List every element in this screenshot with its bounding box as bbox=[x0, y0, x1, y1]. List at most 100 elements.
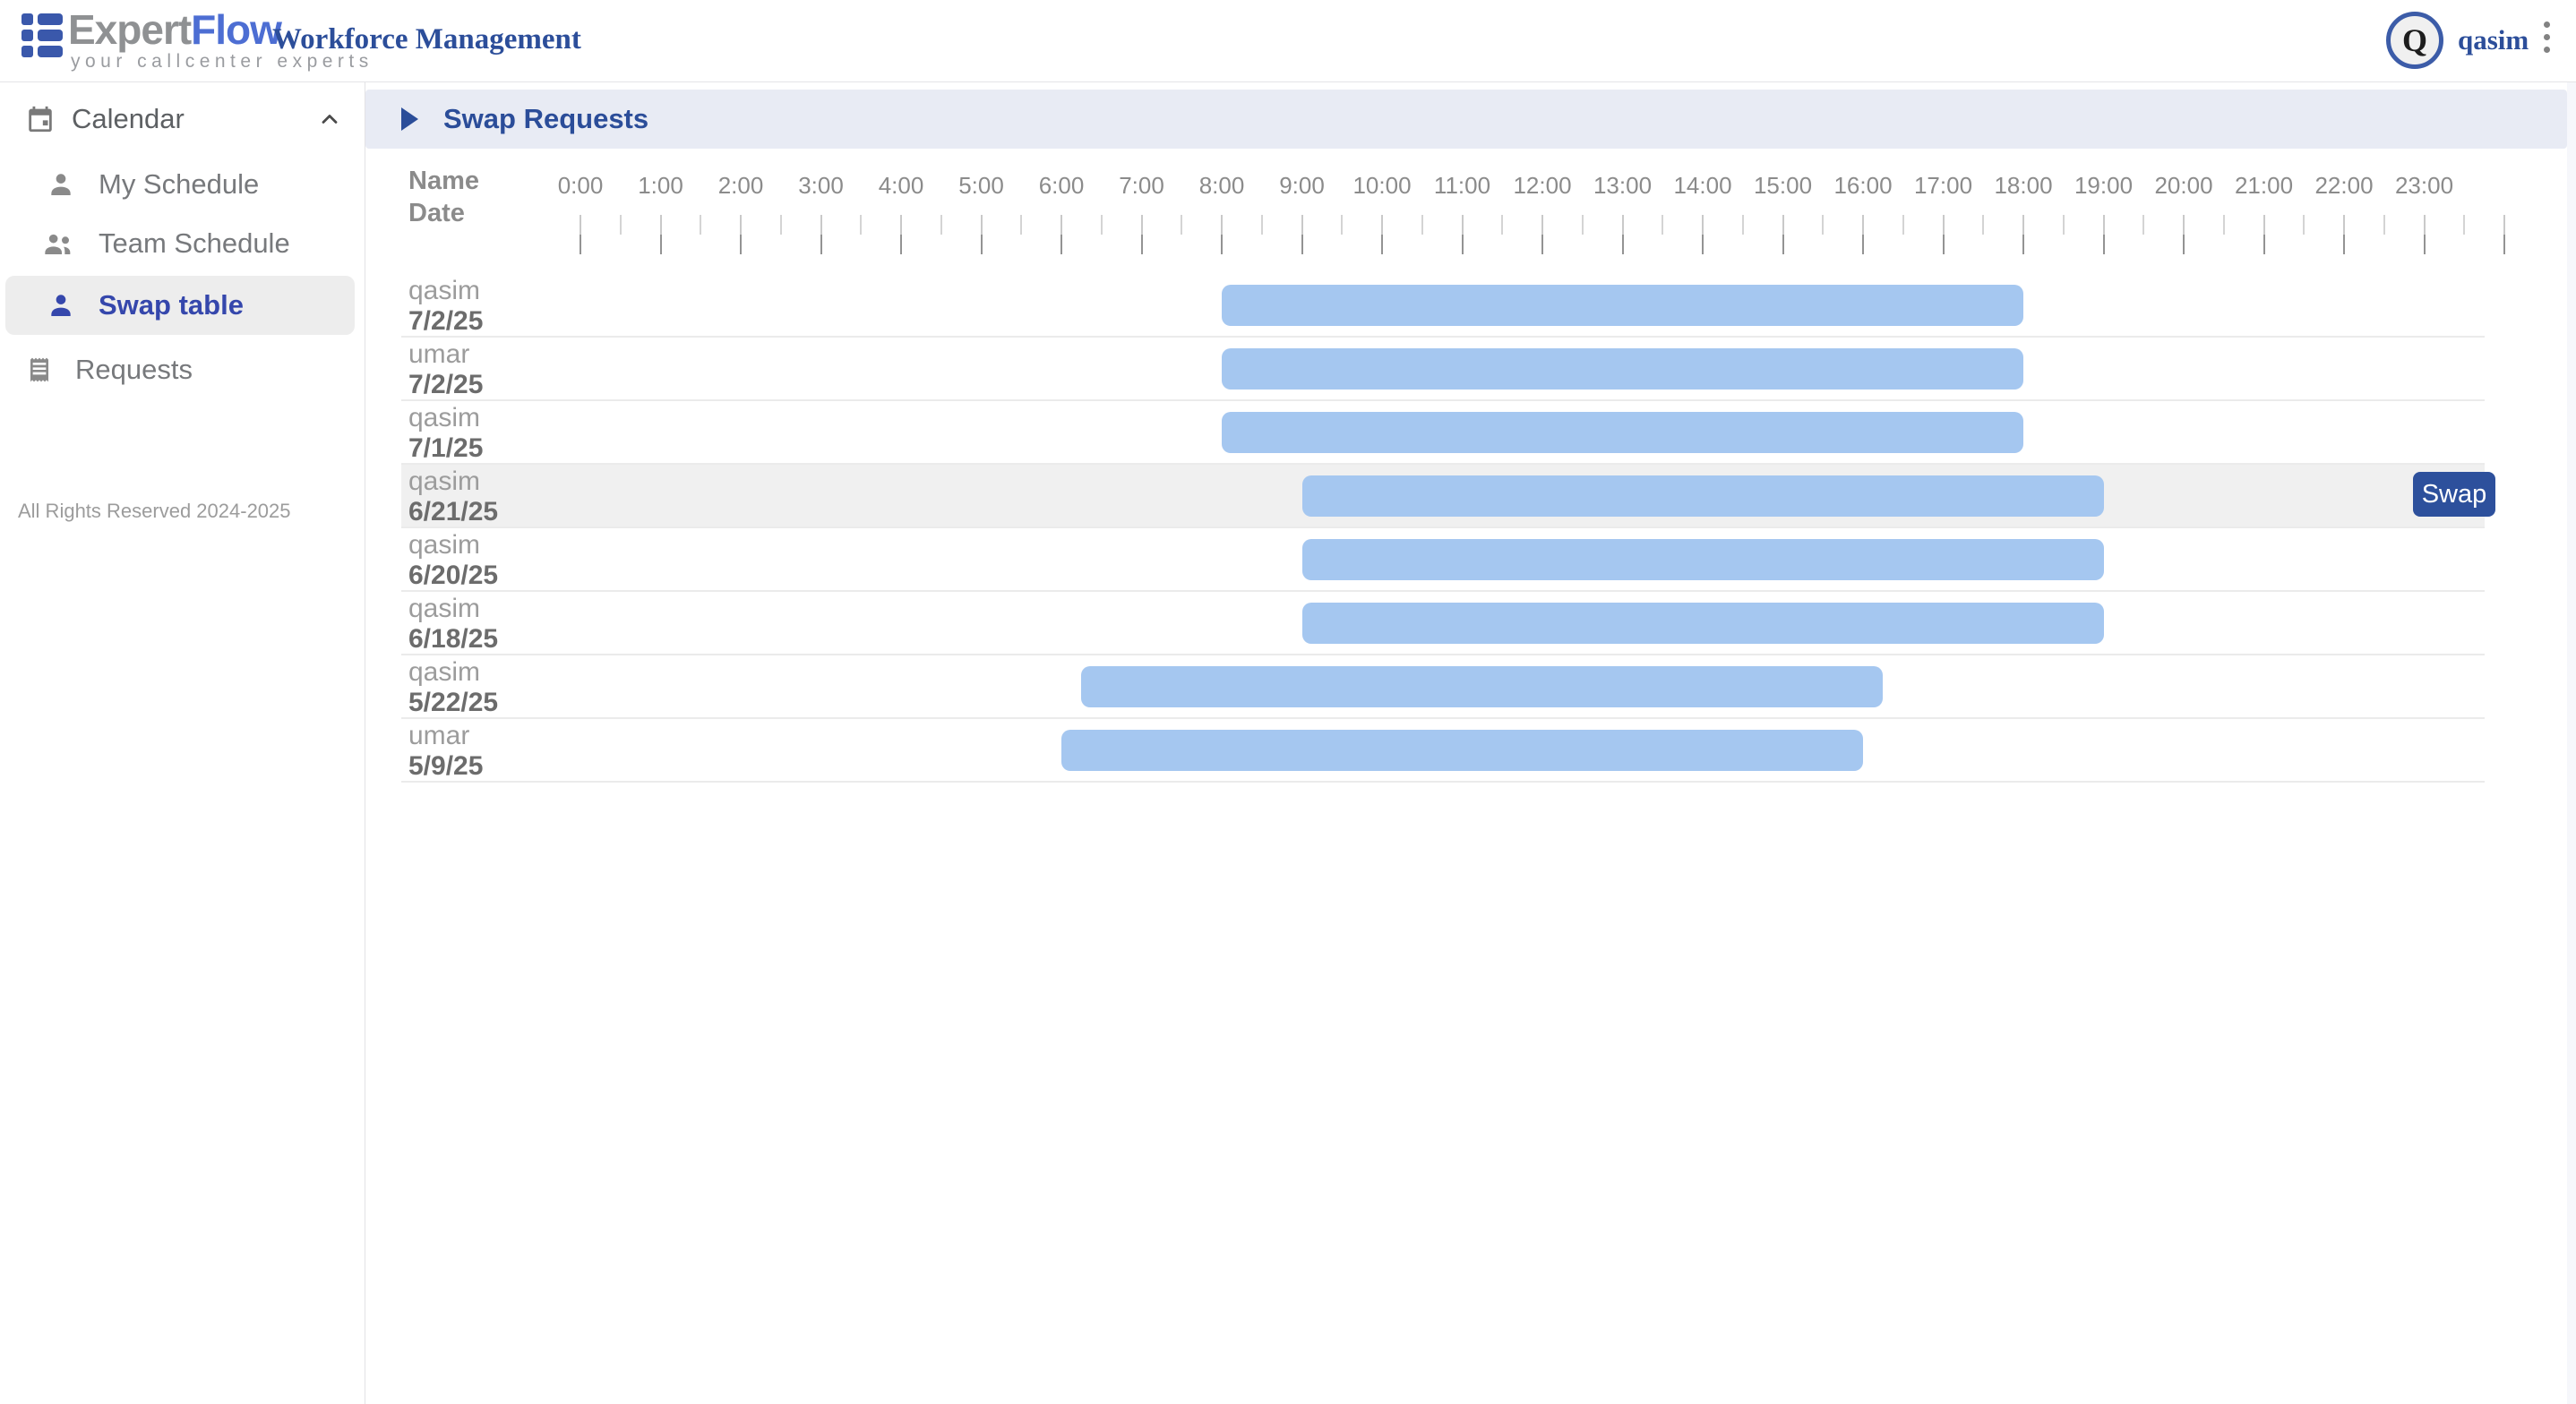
sidebar-item-requests[interactable]: Requests bbox=[0, 344, 365, 396]
time-label: 7:00 bbox=[1119, 172, 1164, 199]
time-label: 11:00 bbox=[1433, 172, 1491, 199]
time-label: 20:00 bbox=[2154, 172, 2213, 199]
half-hour-tick bbox=[1421, 215, 1423, 235]
row-name: qasim bbox=[408, 276, 481, 305]
hour-tick bbox=[820, 215, 822, 254]
time-label: 8:00 bbox=[1198, 172, 1245, 199]
name-header: Name bbox=[408, 167, 479, 195]
avatar-initial: Q bbox=[2401, 22, 2427, 58]
half-hour-tick bbox=[779, 215, 782, 235]
time-label: 13:00 bbox=[1593, 172, 1653, 199]
row-name: umar bbox=[408, 721, 470, 750]
shift-bar bbox=[1061, 730, 1863, 771]
time-label: 3:00 bbox=[798, 172, 844, 199]
table-row[interactable]: umar 7/2/25 bbox=[401, 338, 2485, 401]
row-date: 6/21/25 bbox=[408, 497, 499, 526]
hour-tick bbox=[1140, 215, 1143, 254]
time-axis: 0:00 1:00 2:00 3:00 4:00 5:00 6:00 7:00 8:00 9:00… bbox=[365, 172, 2567, 201]
time-label: 21:00 bbox=[2234, 172, 2294, 199]
table-row[interactable]: qasim 7/2/25 bbox=[401, 274, 2485, 338]
row-name: qasim bbox=[408, 403, 481, 432]
shift-bar bbox=[1222, 285, 2023, 326]
table-row[interactable]: qasim 6/21/25 Swap bbox=[401, 465, 2495, 528]
sidebar-item-swap-table[interactable]: Swap table bbox=[0, 276, 365, 335]
sidebar-item-my-schedule[interactable]: My Schedule bbox=[0, 158, 365, 211]
swap-requests-panel: Swap Requests Name Date 0:00 1:00 2:00 3:00… bbox=[365, 82, 2567, 1404]
chevron-up-icon[interactable] bbox=[317, 107, 342, 132]
half-hour-tick bbox=[700, 215, 702, 235]
content-area: Swap Requests Name Date 0:00 1:00 2:00 3:00… bbox=[365, 82, 2576, 1404]
row-date: 7/2/25 bbox=[408, 306, 484, 336]
swap-button[interactable]: Swap bbox=[2413, 472, 2495, 517]
row-name: qasim bbox=[408, 530, 481, 560]
half-hour-tick bbox=[1341, 215, 1344, 235]
time-label: 15:00 bbox=[1753, 172, 1813, 199]
copyright-text: All Rights Reserved 2024-2025 bbox=[18, 500, 291, 522]
half-hour-tick bbox=[1741, 215, 1744, 235]
hour-tick bbox=[2343, 215, 2345, 254]
person-icon bbox=[51, 295, 71, 316]
time-label: 4:00 bbox=[878, 172, 924, 199]
half-hour-tick bbox=[1822, 215, 1825, 235]
half-hour-tick bbox=[1100, 215, 1103, 235]
swap-table: Name Date 0:00 1:00 2:00 3:00 4:00 5:00 6:00 7:… bbox=[365, 149, 2567, 1404]
hour-tick bbox=[1782, 215, 1784, 254]
half-hour-tick bbox=[2062, 215, 2065, 235]
row-date: 7/1/25 bbox=[408, 433, 484, 463]
shift-bar bbox=[1222, 348, 2023, 390]
logo-tagline: your callcenter experts bbox=[71, 51, 374, 72]
table-row[interactable]: qasim 6/20/25 bbox=[401, 528, 2485, 592]
time-label: 17:00 bbox=[1913, 172, 1973, 199]
half-hour-tick bbox=[1662, 215, 1664, 235]
table-row[interactable]: qasim 5/22/25 bbox=[401, 655, 2485, 719]
swap-requests-header[interactable]: Swap Requests bbox=[365, 90, 2567, 149]
row-date: 7/2/25 bbox=[408, 370, 484, 399]
half-hour-tick bbox=[2303, 215, 2306, 235]
sidebar-section-calendar[interactable]: Calendar bbox=[0, 93, 365, 145]
time-label: 5:00 bbox=[958, 172, 1004, 199]
receipt-icon bbox=[30, 357, 48, 382]
time-label: 10:00 bbox=[1352, 172, 1412, 199]
hour-tick bbox=[659, 215, 662, 254]
hour-tick bbox=[1702, 215, 1704, 254]
row-date: 5/9/25 bbox=[408, 751, 484, 781]
hour-tick bbox=[2183, 215, 2185, 254]
shift-bar bbox=[1301, 539, 2104, 580]
user-avatar[interactable]: Q bbox=[2386, 12, 2443, 69]
row-date: 6/20/25 bbox=[408, 561, 499, 590]
half-hour-tick bbox=[1181, 215, 1183, 235]
hour-tick bbox=[580, 215, 581, 254]
people-icon bbox=[45, 234, 71, 254]
app-header: ExpertFlow your callcenter experts Workf… bbox=[0, 0, 2576, 82]
half-hour-tick bbox=[1581, 215, 1584, 235]
hour-tick bbox=[2022, 215, 2024, 254]
row-name: umar bbox=[408, 339, 470, 369]
hour-tick bbox=[2102, 215, 2105, 254]
time-label: 9:00 bbox=[1279, 172, 1325, 199]
hour-tick bbox=[900, 215, 902, 254]
expertflow-logo: ExpertFlow bbox=[68, 6, 282, 53]
table-row[interactable]: umar 5/9/25 bbox=[401, 719, 2485, 783]
half-hour-tick bbox=[860, 215, 863, 235]
half-hour-tick bbox=[940, 215, 942, 235]
half-hour-tick bbox=[2383, 215, 2385, 235]
time-label: 6:00 bbox=[1038, 172, 1085, 199]
hour-tick bbox=[1862, 215, 1864, 254]
time-label: 0:00 bbox=[557, 172, 604, 199]
shift-bar bbox=[1222, 412, 2023, 453]
username[interactable]: qasim bbox=[2458, 24, 2529, 56]
time-label: 19:00 bbox=[2074, 172, 2134, 199]
half-hour-tick bbox=[1501, 215, 1504, 235]
hour-tick bbox=[1942, 215, 1945, 254]
hour-tick bbox=[2503, 215, 2505, 254]
expander-triangle-icon bbox=[401, 107, 418, 131]
kebab-menu-icon[interactable] bbox=[2544, 21, 2550, 53]
sidebar-item-label: My Schedule bbox=[99, 168, 260, 200]
sidebar-item-label: Swap table bbox=[99, 289, 244, 321]
table-row[interactable]: qasim 6/18/25 bbox=[401, 592, 2485, 655]
time-label: 18:00 bbox=[1994, 172, 2053, 199]
half-hour-tick bbox=[1902, 215, 1904, 235]
time-label: 22:00 bbox=[2314, 172, 2374, 199]
sidebar-item-team-schedule[interactable]: Team Schedule bbox=[0, 217, 365, 270]
table-row[interactable]: qasim 7/1/25 bbox=[401, 401, 2485, 465]
